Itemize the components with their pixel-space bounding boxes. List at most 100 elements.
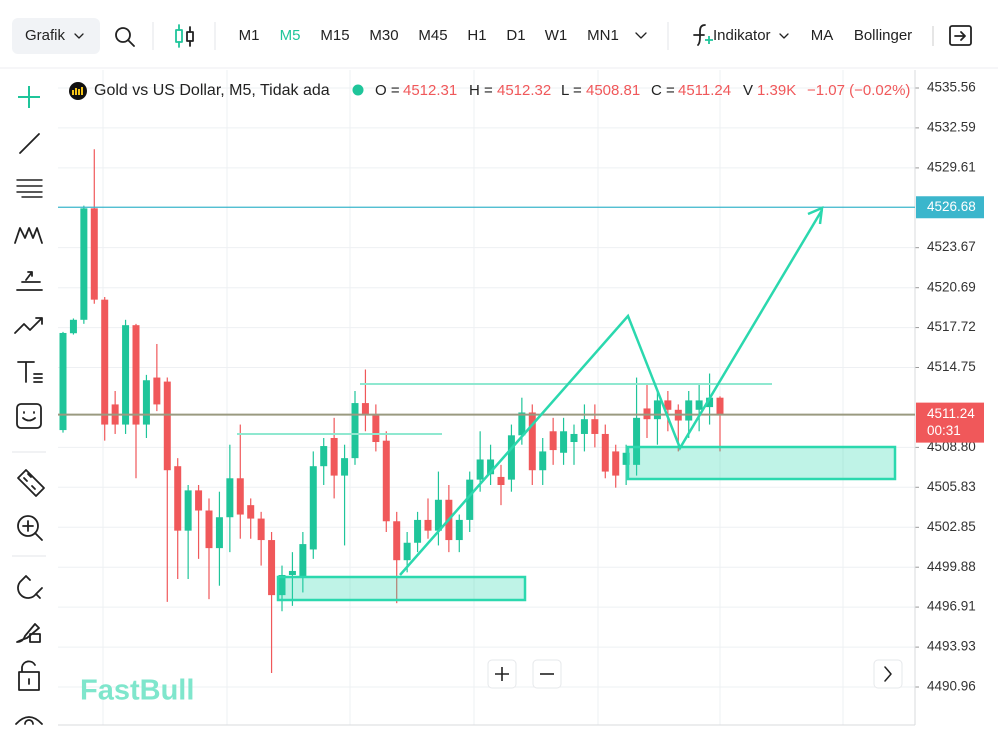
legend-label: O = (375, 82, 400, 99)
y-tick-label: 4508.80 (927, 439, 976, 454)
candle-body (570, 433, 578, 443)
legend-value: 1.39K (757, 82, 796, 99)
candle-body (205, 510, 213, 549)
emoji-face (22, 411, 36, 422)
indicator-menu[interactable]: Indikator (713, 27, 771, 44)
candle-body (414, 519, 422, 543)
candle-body (653, 400, 661, 420)
scroll-right-button[interactable] (873, 659, 903, 689)
candle-body (236, 478, 244, 515)
legend-header: Gold vs US Dollar, M5, Tidak ada O = 451… (69, 82, 910, 100)
candle-body (580, 419, 588, 434)
trend-tool[interactable] (14, 317, 43, 334)
candle-body (299, 544, 307, 578)
y-tick-label: 4505.83 (927, 479, 976, 494)
projection-path (399, 209, 824, 576)
y-tick-label: 4529.61 (927, 159, 976, 174)
timeframe-button[interactable]: M5 (280, 27, 301, 44)
legend-label: C = (651, 82, 675, 99)
candle-body (403, 542, 411, 561)
left-toolbar (12, 86, 46, 725)
lock-tool[interactable] (18, 660, 40, 691)
timeframe-button[interactable]: M30 (369, 27, 398, 44)
candle-body (174, 466, 182, 531)
chart-menu[interactable]: Grafik (25, 27, 66, 44)
candle-body (466, 479, 474, 520)
y-tick-label: 4493.93 (927, 639, 976, 654)
legend-change: −1.07 (−0.02%) (807, 82, 910, 99)
timeframe-button[interactable]: H1 (467, 27, 486, 44)
visibility-tool[interactable] (15, 716, 43, 725)
candle-body (539, 451, 547, 471)
candle-body (69, 319, 77, 334)
indicator-ma[interactable]: MA (811, 27, 834, 44)
magnet-tool[interactable] (17, 575, 43, 599)
candle-body (122, 325, 130, 425)
timeframe-button[interactable]: MN1 (587, 27, 619, 44)
candle-body (351, 403, 359, 459)
zoom-in-icon (495, 667, 509, 681)
candle-body (476, 459, 484, 480)
indicator-icon[interactable] (693, 24, 713, 46)
candle-body (257, 518, 265, 541)
symbol-logo-bars (72, 87, 83, 95)
legend-label: H = (469, 82, 493, 99)
text-tool[interactable] (17, 361, 43, 383)
brush-tool[interactable] (16, 623, 41, 643)
more-timeframes[interactable] (635, 32, 647, 39)
zone-rect (276, 575, 527, 602)
candle-body (278, 574, 286, 596)
timeframe-button[interactable]: M15 (320, 27, 349, 44)
legend-value: 4508.81 (586, 82, 640, 99)
timeframe-button[interactable]: M1 (239, 27, 260, 44)
y-tick-label: 4532.59 (927, 119, 976, 134)
candle-body (528, 412, 536, 471)
exit-icon[interactable] (949, 25, 972, 46)
y-tick-label: 4523.67 (927, 239, 976, 254)
candle-body (393, 521, 401, 561)
candle-body (424, 519, 432, 531)
ruler-tool[interactable] (17, 469, 45, 497)
legend-value: 4512.32 (497, 82, 551, 99)
candle-body (153, 377, 161, 405)
legend-value: 4512.31 (403, 82, 457, 99)
pattern-tool[interactable] (14, 227, 43, 244)
search-icon[interactable] (115, 27, 135, 47)
candle-body (549, 431, 557, 451)
candle-body (80, 208, 88, 320)
channel-tool[interactable] (16, 179, 43, 198)
indicator-bollinger[interactable]: Bollinger (854, 27, 912, 44)
candle-body (226, 478, 234, 518)
top-toolbar: Grafik M1 M5 M15 M30 M45 H1 D1 W1 MN1 Indikator … (12, 18, 972, 54)
candle-type-icon[interactable] (175, 24, 194, 48)
countdown-label: 00:31 (927, 423, 961, 438)
zoom-controls (487, 659, 903, 689)
status-dot (352, 84, 364, 96)
candle-body (132, 325, 140, 425)
candle-body (59, 332, 67, 431)
crosshair-tool[interactable] (18, 86, 40, 108)
fib-tool[interactable] (16, 271, 43, 291)
timeframe-button[interactable]: W1 (545, 27, 568, 44)
candle-body (685, 400, 693, 421)
y-tick-label: 4520.69 (927, 279, 976, 294)
y-tick-label: 4514.75 (927, 359, 976, 374)
timeframe-button[interactable]: M45 (418, 27, 447, 44)
chevron (74, 33, 84, 39)
zone-rect (626, 445, 897, 481)
candle-body (716, 397, 724, 415)
zoom-tool[interactable] (17, 515, 43, 541)
candle-body (320, 446, 328, 467)
candle-body (622, 452, 630, 465)
candle-body (518, 412, 526, 436)
emoji-tool[interactable] (16, 403, 42, 429)
candle-body (215, 517, 223, 549)
candle-body (268, 540, 276, 596)
candle-body (372, 415, 380, 443)
line-tool[interactable] (19, 133, 40, 154)
timeframe-button[interactable]: D1 (506, 27, 525, 44)
candle-body (309, 466, 317, 550)
candle-body (142, 380, 150, 425)
chart-menu-button[interactable] (12, 18, 100, 54)
